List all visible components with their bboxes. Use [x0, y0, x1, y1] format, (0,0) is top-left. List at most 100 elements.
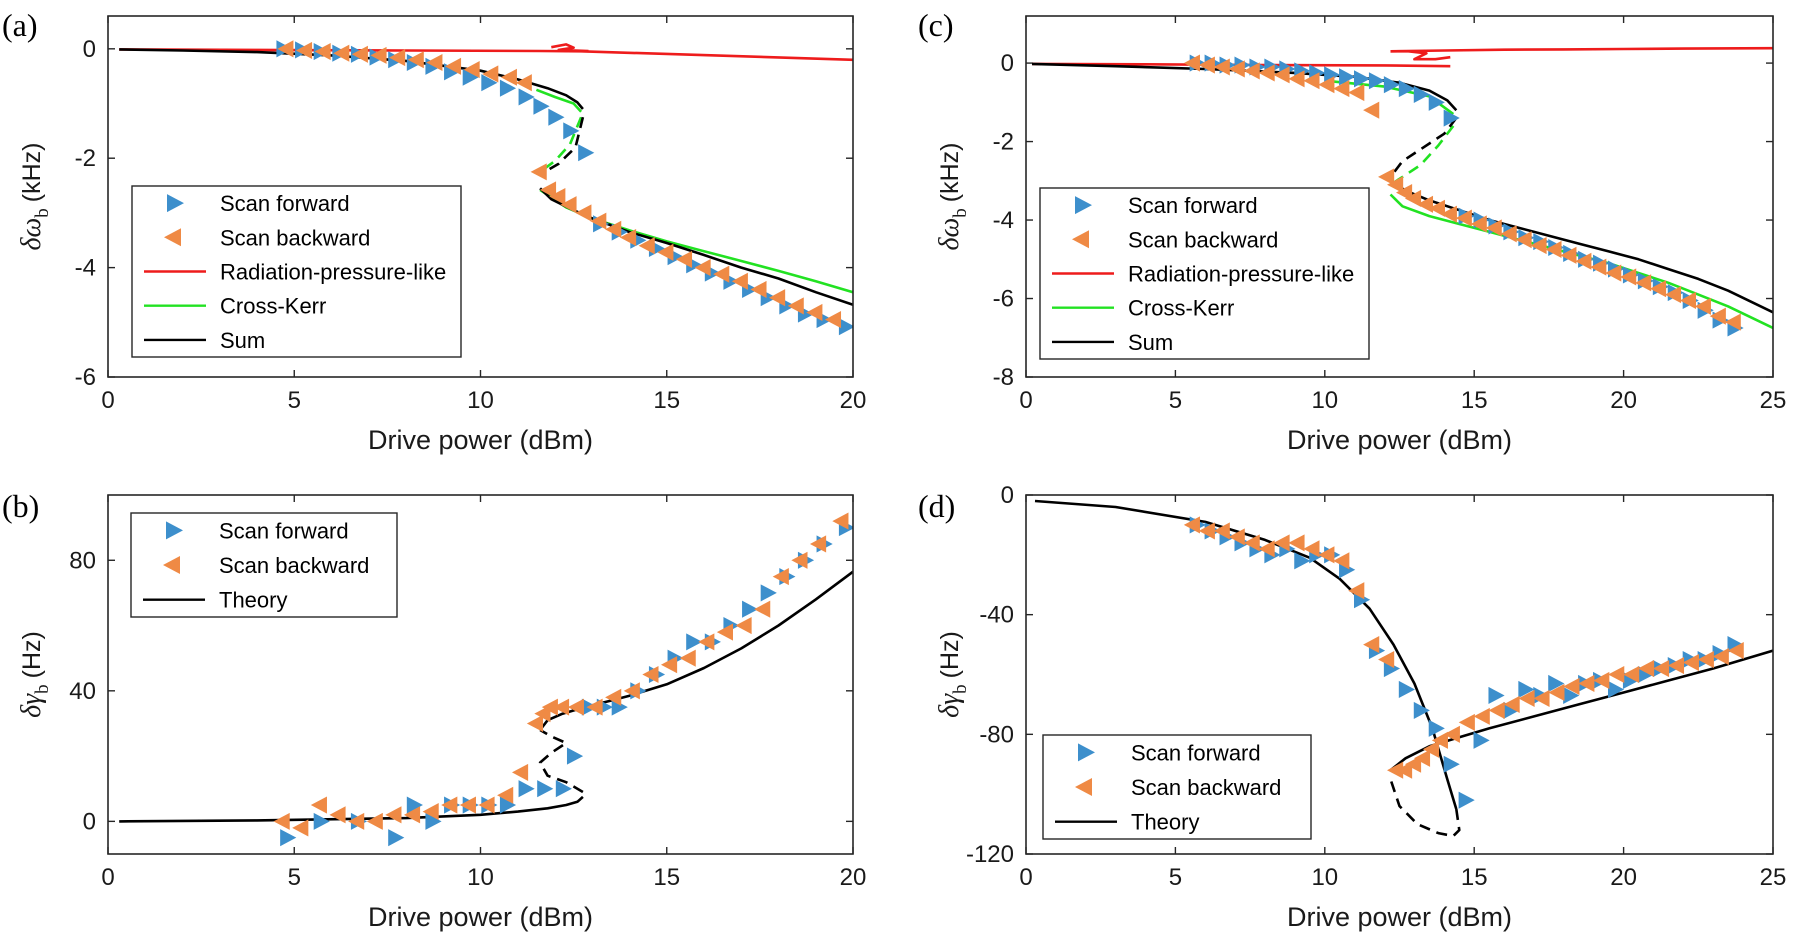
y-tick-label: -6	[993, 286, 1014, 313]
x-tick-label: 10	[467, 864, 494, 891]
backward-point	[1697, 650, 1714, 669]
y-tick-label: 0	[83, 808, 96, 835]
curve-sum-lower	[1389, 179, 1773, 314]
backward-point	[698, 633, 715, 651]
y-axis-subscript: b	[950, 208, 971, 218]
backward-point	[444, 57, 462, 75]
legend-backward-marker	[164, 228, 181, 247]
x-tick-label: 5	[288, 864, 301, 891]
curve-cross-kerr-unstable	[539, 116, 583, 173]
curve-radiation-pressure-like-hysteresis	[1390, 49, 1451, 61]
x-tick-label: 5	[1169, 864, 1182, 891]
forward-point	[563, 122, 580, 140]
plot-area	[1034, 499, 1773, 838]
forward-point	[1458, 791, 1475, 809]
legend-backward-marker	[1075, 778, 1092, 796]
backward-point	[1575, 252, 1592, 270]
forward-point	[533, 97, 550, 115]
backward-point	[515, 74, 532, 92]
x-tick-label: 20	[840, 864, 867, 891]
backward-point	[1664, 286, 1682, 304]
backward-point	[1709, 307, 1726, 325]
forward-point	[1548, 674, 1565, 693]
backward-point	[575, 204, 592, 222]
backward-point	[1635, 274, 1652, 292]
backward-point	[478, 796, 495, 814]
x-axis-label: Drive power (dBm)	[1287, 902, 1512, 932]
backward-point	[1515, 231, 1532, 249]
x-tick-label: 25	[1760, 864, 1787, 891]
backward-point	[735, 616, 752, 635]
legend-entry: Scan backward	[219, 553, 369, 578]
y-axis-symbol: δω	[16, 218, 47, 251]
backward-point	[1404, 755, 1422, 773]
legend: Scan forward Scan backward Theory	[130, 512, 398, 618]
backward-point	[1243, 62, 1260, 80]
backward-point	[560, 196, 577, 214]
forward-point	[1368, 72, 1386, 90]
forward-point	[1294, 552, 1311, 570]
x-tick-label: 15	[1461, 864, 1488, 891]
backward-point	[1413, 749, 1431, 767]
forward-point	[1413, 85, 1430, 104]
y-tick-label: -6	[75, 364, 96, 391]
legend-backward-marker	[163, 556, 180, 574]
legend-entry: Radiation-pressure-like	[220, 260, 446, 285]
backward-point	[769, 289, 786, 307]
y-axis-unit: (Hz)	[936, 631, 964, 678]
backward-point	[1348, 582, 1365, 600]
plot-area	[1031, 46, 1773, 337]
forward-point	[1563, 686, 1580, 704]
forward-point	[1383, 76, 1401, 94]
x-tick-label: 10	[467, 387, 494, 414]
legend-entry: Scan forward	[220, 191, 350, 216]
panel-b-chart: (b) 0 5 10 15 20 0 40 80 Drive power (dBm) δγb (Hz)…	[2, 488, 866, 932]
backward-point	[1649, 280, 1667, 298]
backward-point	[1488, 701, 1505, 719]
backward-point	[1473, 707, 1490, 725]
backward-point	[1288, 534, 1305, 552]
backward-point	[370, 46, 387, 64]
backward-point	[590, 212, 607, 230]
forward-point	[1488, 686, 1505, 704]
x-tick-label: 10	[1311, 864, 1338, 891]
legend-forward-marker	[166, 521, 183, 540]
backward-point	[292, 819, 309, 837]
backward-point	[1303, 72, 1320, 90]
legend-entry: Scan forward	[1131, 740, 1261, 765]
forward-point	[1413, 701, 1430, 719]
backward-point	[389, 49, 406, 67]
legend-entry: Sum	[1128, 330, 1173, 355]
y-tick-label: 0	[1001, 50, 1014, 77]
y-axis-label: δωb (kHz)	[16, 142, 53, 250]
forward-point	[1324, 66, 1341, 84]
backward-point	[1620, 268, 1637, 286]
backward-point	[333, 44, 350, 62]
forward-point	[313, 812, 330, 830]
y-axis-label: δγb (Hz)	[934, 631, 971, 718]
curve-radiation-pressure-like-upper	[1390, 46, 1773, 53]
y-tick-label: 80	[69, 547, 96, 574]
backward-point	[642, 665, 659, 684]
forward-point	[499, 796, 517, 814]
legend: Scan forward Scan backward Radiation-press…	[1039, 187, 1370, 360]
backward-point	[530, 163, 547, 181]
backward-point	[526, 714, 544, 733]
forward-point	[578, 144, 595, 162]
legend-entry: Radiation-pressure-like	[1128, 262, 1354, 287]
backward-point	[1198, 522, 1215, 540]
backward-point	[713, 265, 730, 283]
x-axis-label: Drive power (dBm)	[1287, 425, 1512, 455]
backward-point	[638, 237, 655, 255]
backward-point	[1533, 689, 1550, 707]
backward-point	[1724, 313, 1741, 331]
forward-point	[1428, 719, 1445, 737]
backward-point	[441, 796, 458, 814]
backward-point	[1563, 677, 1580, 696]
legend-entry: Scan forward	[1128, 193, 1258, 218]
legend-entry: Scan backward	[1128, 227, 1278, 252]
backward-point	[366, 812, 383, 830]
plot-frame	[1025, 494, 1774, 855]
backward-point	[403, 806, 421, 824]
